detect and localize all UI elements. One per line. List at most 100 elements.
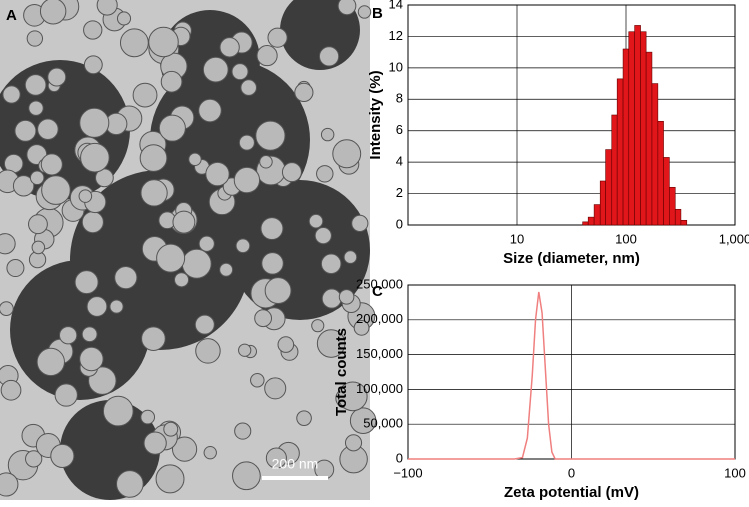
micrograph-texture	[0, 0, 377, 500]
y-tick-label: 0	[396, 216, 403, 231]
particle	[219, 262, 234, 277]
x-tick-label: 10	[510, 231, 524, 246]
bar	[599, 180, 606, 226]
particle	[232, 461, 261, 491]
particle	[26, 30, 44, 47]
particle	[264, 377, 287, 400]
particle	[83, 55, 103, 75]
particle	[148, 26, 179, 58]
bar	[616, 78, 624, 226]
particle	[50, 443, 75, 469]
particle	[81, 326, 98, 343]
particle	[203, 446, 217, 460]
particle	[47, 67, 67, 87]
particle	[202, 56, 229, 83]
y-axis-title: Total counts	[333, 328, 350, 416]
particle	[28, 100, 44, 116]
particle	[6, 259, 25, 278]
particle	[155, 464, 185, 494]
particle	[198, 235, 215, 252]
particle	[337, 381, 368, 412]
particle	[357, 5, 372, 19]
scale-bar-label: 200 nm	[272, 456, 319, 472]
particle	[39, 0, 67, 25]
particle	[119, 28, 149, 58]
x-tick-label: −100	[393, 465, 422, 480]
particle	[83, 20, 103, 40]
particle	[195, 338, 221, 364]
panel-label: B	[372, 5, 383, 22]
particle	[140, 409, 156, 425]
particle	[320, 127, 335, 142]
particle	[160, 70, 183, 93]
bar	[640, 31, 647, 226]
particle	[109, 299, 124, 314]
particle	[0, 233, 16, 255]
y-tick-label: 200,000	[356, 311, 403, 326]
particle	[29, 170, 45, 186]
y-tick-label: 0	[396, 450, 403, 465]
particle	[281, 162, 302, 183]
particle	[308, 213, 324, 229]
particle	[58, 326, 78, 345]
particle	[338, 289, 355, 305]
particle	[234, 422, 252, 440]
particle	[256, 45, 278, 67]
particle	[351, 214, 369, 232]
y-tick-label: 50,000	[363, 416, 403, 431]
particle	[0, 472, 19, 497]
particle	[116, 470, 144, 498]
bar	[587, 216, 595, 226]
particle	[141, 326, 166, 351]
x-tick-label: 0	[568, 465, 575, 480]
particle	[114, 266, 138, 290]
particle	[80, 142, 110, 173]
particle	[294, 82, 314, 103]
particle	[235, 238, 251, 254]
particle	[238, 343, 252, 357]
x-tick-label: 100	[615, 231, 637, 246]
particle	[311, 319, 325, 333]
particle	[296, 410, 312, 426]
bar	[611, 114, 618, 226]
bar	[645, 51, 653, 226]
particle	[267, 27, 288, 48]
particle	[254, 309, 273, 328]
particle	[255, 120, 286, 151]
bar	[663, 157, 670, 226]
particle	[0, 379, 22, 401]
particle	[194, 314, 215, 335]
particle	[259, 155, 273, 169]
particle	[37, 118, 59, 141]
particle	[188, 152, 202, 166]
particle	[320, 253, 342, 275]
particle	[181, 248, 212, 279]
bar	[634, 25, 641, 226]
particle	[321, 288, 342, 309]
particle	[79, 346, 104, 372]
particle	[41, 175, 71, 205]
particle	[198, 98, 222, 123]
particle	[349, 407, 377, 434]
bar	[657, 120, 664, 226]
bar	[582, 221, 589, 226]
particle	[337, 0, 357, 16]
particle	[0, 301, 14, 316]
particle	[139, 144, 168, 172]
particle	[81, 211, 104, 234]
particle	[163, 421, 179, 437]
particle	[260, 217, 284, 241]
bar	[680, 219, 688, 226]
bar	[651, 83, 659, 226]
particle	[31, 240, 46, 255]
particle	[238, 134, 255, 151]
particle	[24, 74, 47, 96]
y-tick-label: 8	[396, 91, 403, 106]
particle	[332, 139, 362, 169]
particle	[353, 319, 370, 336]
particle	[233, 166, 261, 194]
plot-frame	[407, 4, 736, 226]
particle	[96, 0, 118, 16]
particle	[314, 227, 332, 245]
